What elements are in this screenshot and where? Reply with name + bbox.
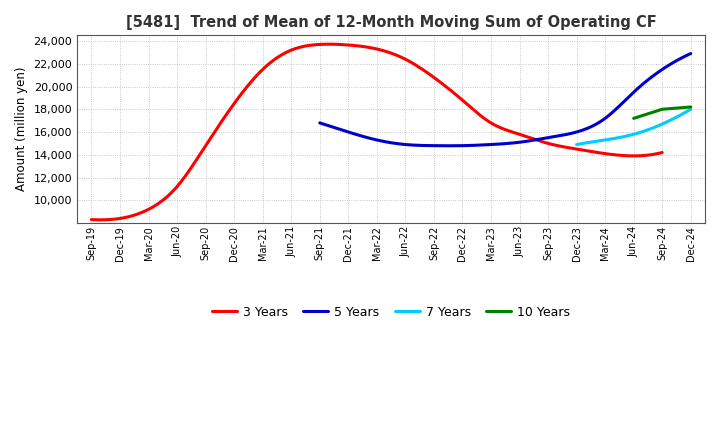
3 Years bbox=[274, 54, 283, 59]
3 Years bbox=[505, 128, 513, 134]
5 Years bbox=[586, 125, 595, 130]
5 Years bbox=[315, 120, 324, 125]
7 Years bbox=[644, 127, 653, 132]
Title: [5481]  Trend of Mean of 12-Month Moving Sum of Operating CF: [5481] Trend of Mean of 12-Month Moving … bbox=[126, 15, 657, 30]
3 Years bbox=[315, 42, 323, 47]
5 Years bbox=[550, 134, 559, 139]
5 Years bbox=[463, 143, 472, 148]
7 Years bbox=[586, 139, 595, 145]
3 Years bbox=[502, 127, 510, 132]
7 Years bbox=[572, 142, 581, 147]
Legend: 3 Years, 5 Years, 7 Years, 10 Years: 3 Years, 5 Years, 7 Years, 10 Years bbox=[207, 301, 575, 323]
5 Years bbox=[436, 143, 445, 148]
10 Years bbox=[658, 106, 667, 112]
7 Years bbox=[655, 123, 664, 128]
10 Years bbox=[629, 116, 638, 121]
Line: 7 Years: 7 Years bbox=[577, 109, 690, 144]
7 Years bbox=[686, 106, 695, 112]
10 Years bbox=[686, 104, 695, 110]
7 Years bbox=[618, 135, 626, 140]
5 Years bbox=[360, 134, 369, 139]
3 Years bbox=[658, 150, 667, 155]
3 Years bbox=[96, 217, 104, 223]
7 Years bbox=[654, 123, 663, 128]
3 Years bbox=[87, 217, 96, 222]
5 Years bbox=[446, 143, 454, 148]
Line: 5 Years: 5 Years bbox=[320, 54, 690, 146]
5 Years bbox=[686, 51, 695, 56]
5 Years bbox=[584, 125, 593, 131]
7 Years bbox=[609, 136, 618, 141]
3 Years bbox=[157, 198, 166, 204]
Line: 10 Years: 10 Years bbox=[634, 107, 690, 118]
Y-axis label: Amount (million yen): Amount (million yen) bbox=[15, 67, 28, 191]
3 Years bbox=[449, 90, 458, 95]
3 Years bbox=[325, 41, 333, 47]
Line: 3 Years: 3 Years bbox=[91, 44, 662, 220]
